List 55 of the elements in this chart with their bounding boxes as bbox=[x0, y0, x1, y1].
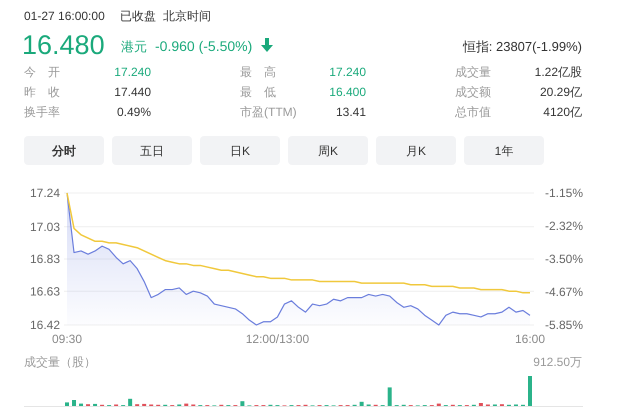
bar bbox=[240, 401, 244, 406]
tab-button: 日K bbox=[200, 136, 280, 165]
text: 换手率 bbox=[24, 105, 60, 119]
y-tick-label: 16.42 bbox=[30, 318, 60, 332]
text: 0.49% bbox=[116, 105, 152, 119]
x-tick-label: 12:00/13:00 bbox=[246, 332, 310, 346]
text: 17.440 bbox=[114, 85, 152, 99]
y2-tick-label: -4.67% bbox=[544, 285, 584, 300]
bar bbox=[360, 402, 364, 406]
text: 市盈(TTM) bbox=[240, 105, 297, 119]
y2-tick-label: -5.85% bbox=[544, 318, 584, 332]
bar bbox=[388, 387, 392, 406]
tab-button: 分时 bbox=[24, 136, 104, 165]
bar bbox=[72, 400, 76, 406]
y2-tick-label: -3.50% bbox=[544, 252, 584, 266]
text: 恒指: 23807(-1.99%) bbox=[462, 39, 582, 54]
bar bbox=[478, 403, 483, 406]
text: 港元 bbox=[121, 39, 147, 54]
text: 今 开 bbox=[24, 65, 60, 79]
text: 4120亿 bbox=[543, 105, 582, 119]
text: -0.960 (-5.50%) bbox=[155, 38, 252, 54]
text: 昨 收 bbox=[24, 85, 60, 99]
y-tick-label: 16.63 bbox=[30, 284, 60, 298]
y-tick-label: 17.24 bbox=[30, 186, 60, 200]
text: 北京时间 bbox=[163, 9, 211, 23]
text: 总市值 bbox=[454, 105, 491, 119]
tab-button: 月K bbox=[376, 136, 456, 165]
text: 17.240 bbox=[114, 65, 152, 79]
bar bbox=[528, 376, 532, 406]
tab-button: 周K bbox=[288, 136, 368, 165]
text: 成交量 bbox=[455, 65, 491, 79]
y-tick-label: 17.03 bbox=[30, 220, 60, 234]
text: 最 低 bbox=[240, 85, 276, 99]
text: 16.480 bbox=[22, 30, 105, 60]
y-tick-label: 16.83 bbox=[30, 252, 60, 266]
bar bbox=[128, 398, 132, 406]
x-tick-label: 16:00 bbox=[514, 332, 546, 346]
text: 已收盘 bbox=[120, 9, 156, 23]
text: 最 高 bbox=[240, 65, 276, 79]
tab-button: 五日 bbox=[112, 136, 192, 165]
chart-title: 成交量（股） bbox=[24, 355, 96, 369]
text: 912.50万 bbox=[533, 355, 582, 369]
tab-button: 1年 bbox=[464, 136, 544, 165]
bar bbox=[65, 402, 69, 406]
y2-tick-label: -1.15% bbox=[544, 186, 584, 200]
line-series bbox=[66, 192, 531, 294]
text: 1.22亿股 bbox=[534, 65, 582, 79]
text: 成交额 bbox=[455, 85, 491, 99]
text: 16.400 bbox=[329, 85, 366, 99]
y2-tick-label: -2.32% bbox=[544, 219, 584, 234]
text: 20.29亿 bbox=[540, 85, 582, 99]
text: 13.41 bbox=[336, 105, 366, 119]
text: 01-27 16:00:00 bbox=[24, 9, 106, 23]
x-tick-label: 09:30 bbox=[52, 332, 82, 346]
text: 17.240 bbox=[329, 65, 366, 79]
